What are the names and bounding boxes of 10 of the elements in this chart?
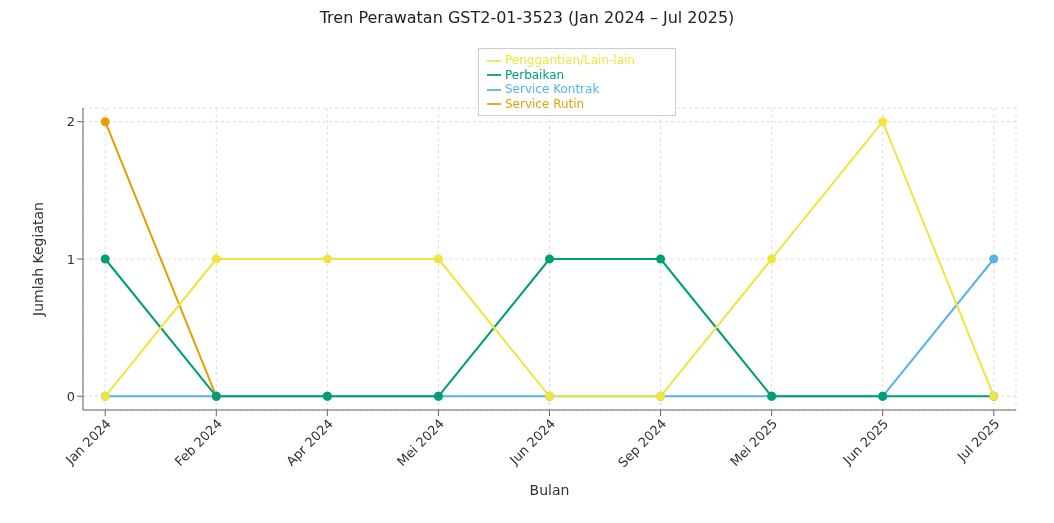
legend-label: Penggantian/Lain-lain — [505, 53, 635, 67]
y-tick-label: 0 — [66, 388, 75, 404]
legend-label: Service Rutin — [505, 96, 585, 111]
y-axis-title: Jumlah Kegiatan — [29, 202, 46, 317]
x-axis-title: Bulan — [529, 482, 570, 498]
y-tick-label: 2 — [66, 114, 75, 130]
chart-title: Tren Perawatan GST2-01-3523 (Jan 2024 – Jul 2025) — [318, 8, 736, 29]
legend-label: Perbaikan — [505, 67, 565, 82]
legend-label: Service Kontrak — [505, 82, 600, 96]
y-tick-label: 1 — [66, 251, 75, 267]
